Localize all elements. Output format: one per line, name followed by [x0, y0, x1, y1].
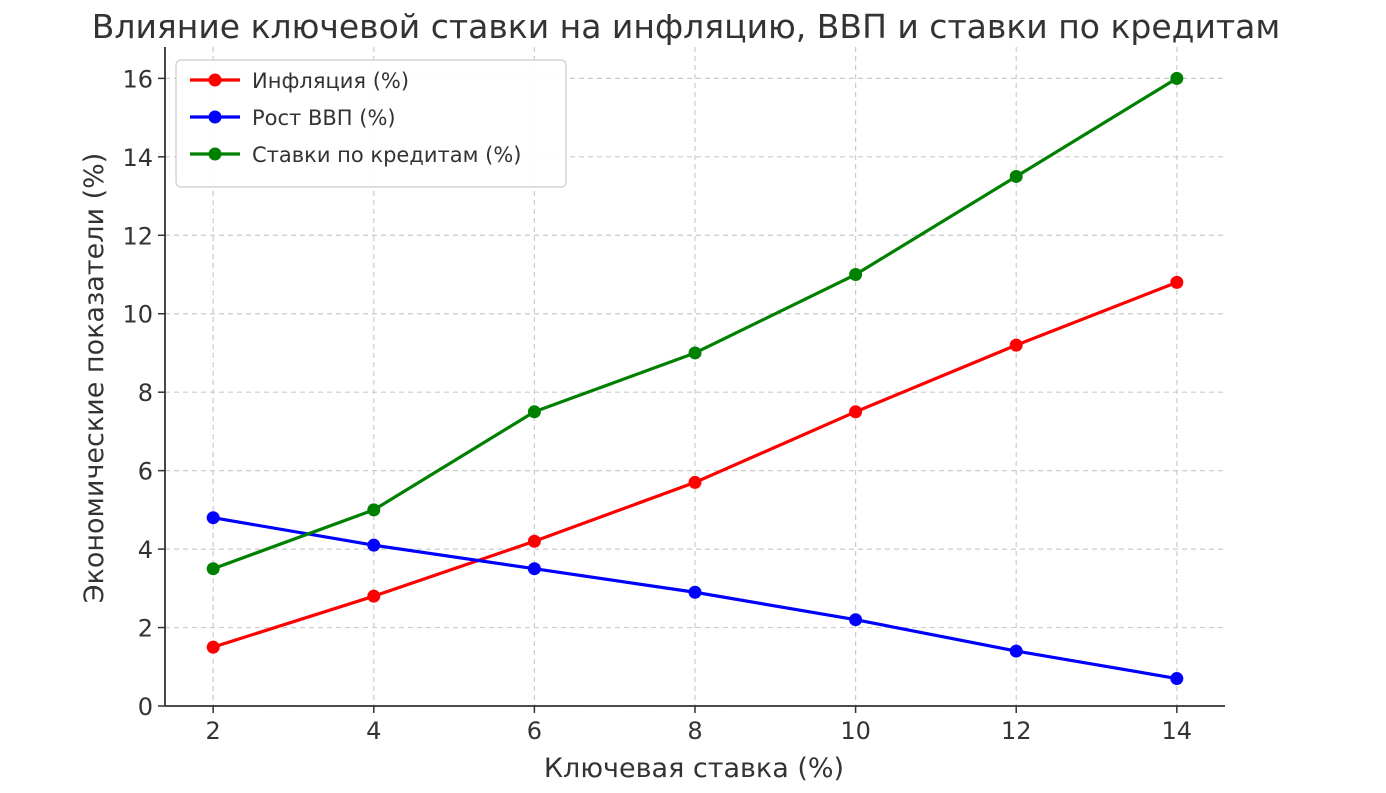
- legend-box: [175, 59, 567, 188]
- axes: 2 4 6 8 10 12 14 0 2 4 6 8 10 12 14 16: [122, 47, 1225, 745]
- data-point: [1009, 169, 1023, 183]
- legend-item: Инфляция (%): [190, 69, 409, 93]
- x-tick-label: 12: [1001, 717, 1032, 745]
- data-point: [1170, 672, 1184, 686]
- y-tick-label: 0: [138, 693, 153, 721]
- series-1: [206, 511, 1184, 686]
- y-tick-label: 12: [122, 222, 153, 250]
- x-tick-label: 10: [840, 717, 871, 745]
- y-tick-label: 10: [122, 301, 153, 329]
- series-lines: [206, 71, 1184, 686]
- legend-label: Ставки по кредитам (%): [252, 143, 521, 167]
- y-tick-label: 8: [138, 379, 153, 407]
- series-2: [206, 71, 1184, 576]
- data-point: [1009, 644, 1023, 658]
- legend-swatch-marker: [208, 110, 222, 124]
- data-point: [688, 475, 702, 489]
- data-point: [367, 589, 381, 603]
- data-point: [688, 585, 702, 599]
- data-point: [1170, 275, 1184, 289]
- legend-label: Рост ВВП (%): [252, 106, 396, 130]
- chart-title: Влияние ключевой ставки на инфляцию, ВВП…: [92, 7, 1281, 46]
- data-point: [527, 534, 541, 548]
- x-tick-label: 2: [206, 717, 221, 745]
- data-point: [1009, 338, 1023, 352]
- x-axis-label: Ключевая ставка (%): [544, 753, 844, 784]
- series-0: [206, 275, 1184, 654]
- y-tick-label: 2: [138, 615, 153, 643]
- data-point: [527, 562, 541, 576]
- y-tick-label: 4: [138, 536, 153, 564]
- data-point: [367, 538, 381, 552]
- data-point: [206, 640, 220, 654]
- x-tick-label: 14: [1162, 717, 1193, 745]
- data-point: [849, 405, 863, 419]
- x-tick-label: 8: [687, 717, 702, 745]
- data-point: [1170, 71, 1184, 85]
- y-axis-label: Экономические показатели (%): [79, 153, 110, 604]
- legend-item: Ставки по кредитам (%): [190, 143, 521, 167]
- x-tick-label: 6: [527, 717, 542, 745]
- data-point: [849, 268, 863, 282]
- y-tick-label: 14: [122, 144, 153, 172]
- x-tick-label: 4: [366, 717, 381, 745]
- data-point: [206, 511, 220, 525]
- data-point: [849, 613, 863, 627]
- legend: Инфляция (%) Рост ВВП (%) Ставки по кредит…: [175, 59, 567, 188]
- data-point: [688, 346, 702, 360]
- legend-label: Инфляция (%): [252, 69, 409, 93]
- data-point: [367, 503, 381, 517]
- legend-item: Рост ВВП (%): [190, 106, 396, 130]
- legend-swatch-marker: [208, 73, 222, 87]
- y-tick-label: 16: [122, 65, 153, 93]
- legend-swatch-marker: [208, 147, 222, 161]
- data-point: [206, 562, 220, 576]
- data-point: [527, 405, 541, 419]
- y-tick-label: 6: [138, 458, 153, 486]
